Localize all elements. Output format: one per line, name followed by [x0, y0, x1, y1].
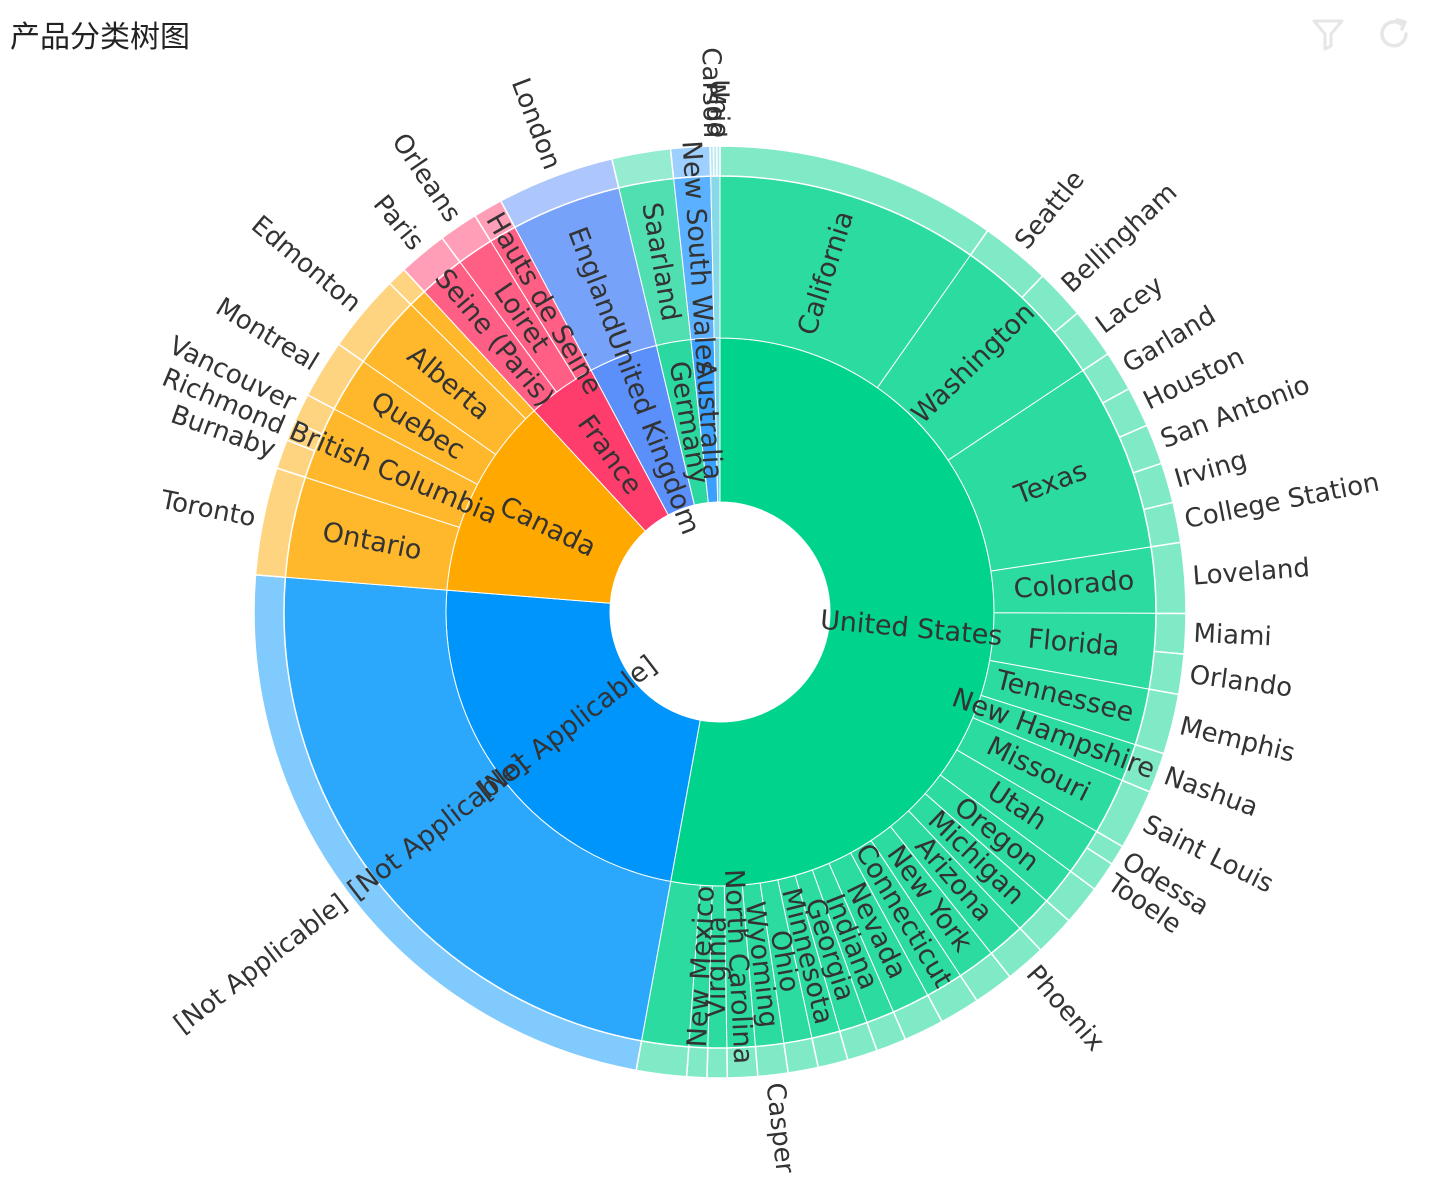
label-united-states-0-florida-4-orlando-1: Orlando — [1188, 660, 1294, 704]
chart-header: 产品分类树图 — [0, 0, 1440, 64]
segment-united-states-0-florida-4-miami-0[interactable] — [1153, 612, 1187, 655]
label-united-states-0-florida-4-miami-0: Miami — [1193, 619, 1272, 653]
label-unnamed-7-unnamed-0-mod-1: Mod — [700, 83, 731, 138]
segment-united-states-0-new-mexico-22-unnamed-0[interactable] — [685, 1046, 709, 1079]
label-france-3-seine-paris-0-paris-0: Paris — [367, 190, 430, 257]
filter-icon[interactable] — [1308, 14, 1348, 54]
segment-united-states-0-wyoming-19-casper-0[interactable] — [754, 1042, 790, 1078]
segment-unnamed-7-unnamed-0-unio-2[interactable] — [715, 145, 721, 177]
label-australia-6: Australia — [689, 360, 728, 481]
label-canada-2-ontario-0-toronto-0: Toronto — [157, 485, 258, 533]
label-united-states-0-arizona-11-phoenix-0: Phoenix — [1020, 960, 1110, 1058]
label-not-applicable-1-not-applicable-0-not-applicable-0: [Not Applicable] — [169, 888, 353, 1039]
label-united-states-0-new-hampshire-6-nashua-0: Nashua — [1160, 761, 1262, 823]
segment-united-states-0-texas-2-college-station-4[interactable] — [1142, 501, 1182, 548]
label-united-states-0-tennessee-5-memphis-0: Memphis — [1177, 711, 1298, 768]
segment-united-states-0-virginia-21-unnamed-0[interactable] — [706, 1047, 729, 1079]
segment-united-states-0-ohio-18-unnamed-0[interactable] — [782, 1037, 820, 1074]
label-united-kingdom-4-england-0-london-0: London — [505, 74, 567, 174]
label-canada-2-alberta-3-edmonton-0: Edmonton — [245, 210, 366, 319]
label-united-states-0-washington-1-seattle-0: Seattle — [1009, 165, 1091, 255]
segment-united-states-0-colorado-3-loveland-0[interactable] — [1150, 541, 1187, 615]
label-united-states-0-wyoming-19-casper-0: Casper — [759, 1081, 799, 1175]
label-unnamed-7-unnamed-0-unio-2: Unio — [704, 79, 734, 138]
label-united-states-0-virginia-21: Virginia — [701, 916, 733, 1018]
label-united-states-0-colorado-3-loveland-0: Loveland — [1192, 553, 1311, 592]
refresh-icon[interactable] — [1374, 14, 1414, 54]
segment-united-states-0-florida-4-orlando-1[interactable] — [1148, 650, 1185, 696]
chart-title: 产品分类树图 — [10, 20, 190, 55]
sunburst-center — [610, 502, 830, 722]
label-unnamed-7-unnamed-0-carson-0: Carson — [696, 47, 728, 138]
label-united-states-0-texas-2-irving-3: Irving — [1171, 445, 1250, 494]
